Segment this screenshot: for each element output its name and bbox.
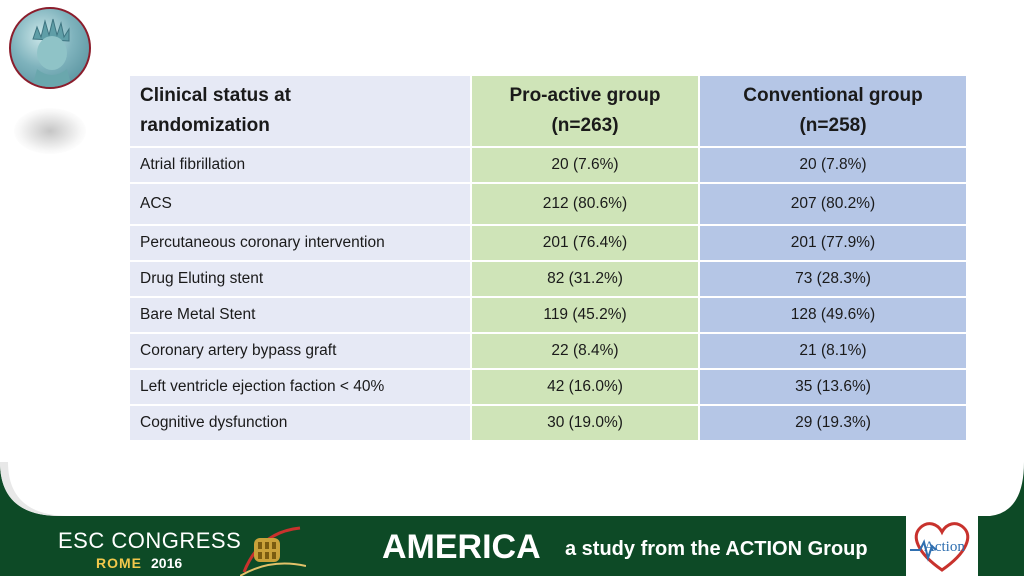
pro-active-value: 30 (19.0%): [472, 406, 698, 440]
conventional-value: 35 (13.6%): [700, 370, 966, 404]
pro-active-value: 212 (80.6%): [472, 184, 698, 224]
row-label: Cognitive dysfunction: [130, 406, 470, 440]
conventional-value: 73 (28.3%): [700, 262, 966, 296]
action-logo-text: Action: [924, 539, 965, 555]
row-label: Drug Eluting stent: [130, 262, 470, 296]
conventional-value: 201 (77.9%): [700, 226, 966, 260]
row-label: Coronary artery bypass graft: [130, 334, 470, 368]
pro-active-value: 201 (76.4%): [472, 226, 698, 260]
conventional-value: 20 (7.8%): [700, 148, 966, 182]
pro-active-value: 42 (16.0%): [472, 370, 698, 404]
pro-active-value: 22 (8.4%): [472, 334, 698, 368]
header-pro-active-group: Pro-active group (n=263): [472, 76, 698, 146]
table-row: Atrial fibrillation 20 (7.6%) 20 (7.8%): [130, 148, 966, 182]
header-conventional-group: Conventional group (n=258): [700, 76, 966, 146]
congress-year: 2016: [151, 555, 183, 571]
logo-shadow: [14, 108, 86, 154]
conventional-value: 207 (80.2%): [700, 184, 966, 224]
header-clinical-status: Clinical status at randomization: [130, 76, 470, 146]
study-name: AMERICA: [382, 528, 541, 566]
table-header-row: Clinical status at randomization Pro-acti…: [130, 76, 966, 146]
clinical-status-table: Clinical status at randomization Pro-acti…: [128, 74, 968, 442]
pro-active-value: 20 (7.6%): [472, 148, 698, 182]
action-group-logo: [906, 516, 978, 576]
pro-active-value: 82 (31.2%): [472, 262, 698, 296]
table-row: Bare Metal Stent 119 (45.2%) 128 (49.6%): [130, 298, 966, 332]
table-row: Cognitive dysfunction 30 (19.0%) 29 (19.…: [130, 406, 966, 440]
table-row: ACS 212 (80.6%) 207 (80.2%): [130, 184, 966, 224]
study-tagline: a study from the ACTION Group: [565, 538, 868, 560]
esc-congress-label: ESC CONGRESS: [58, 528, 242, 553]
row-label: Atrial fibrillation: [130, 148, 470, 182]
table-row: Drug Eluting stent 82 (31.2%) 73 (28.3%): [130, 262, 966, 296]
conventional-value: 21 (8.1%): [700, 334, 966, 368]
pro-active-value: 119 (45.2%): [472, 298, 698, 332]
conventional-value: 29 (19.3%): [700, 406, 966, 440]
congress-city: ROME: [96, 555, 142, 571]
row-label: Left ventricle ejection faction < 40%: [130, 370, 470, 404]
row-label: Percutaneous coronary intervention: [130, 226, 470, 260]
conventional-value: 128 (49.6%): [700, 298, 966, 332]
table-row: Percutaneous coronary intervention 201 (…: [130, 226, 966, 260]
statue-of-liberty-logo: [9, 7, 91, 89]
colosseum-logo: [240, 526, 306, 576]
row-label: Bare Metal Stent: [130, 298, 470, 332]
table-row: Coronary artery bypass graft 22 (8.4%) 2…: [130, 334, 966, 368]
row-label: ACS: [130, 184, 470, 224]
table-row: Left ventricle ejection faction < 40% 42…: [130, 370, 966, 404]
